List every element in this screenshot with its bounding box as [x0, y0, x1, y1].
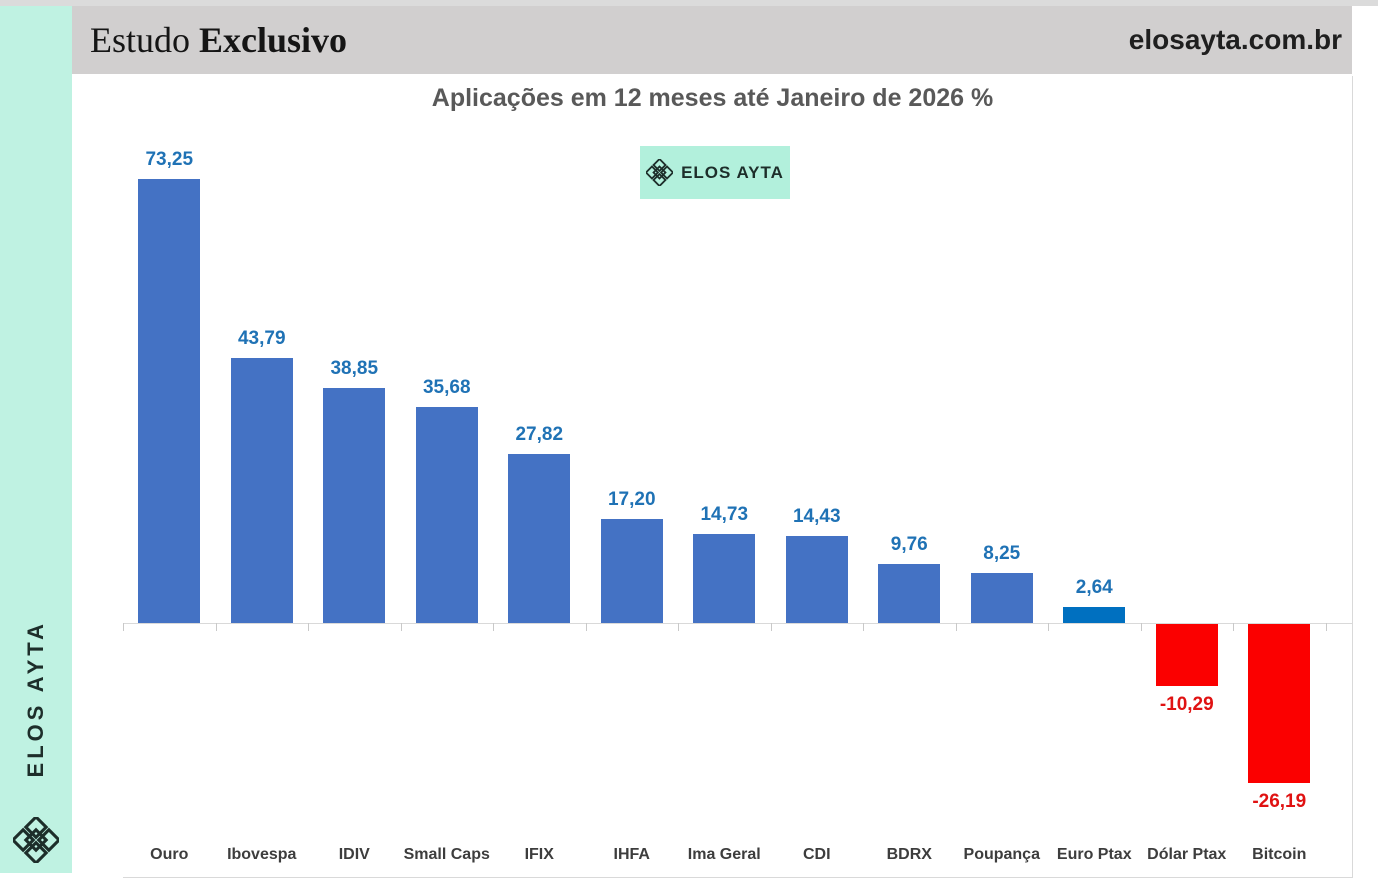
- value-label: -26,19: [1252, 790, 1307, 812]
- value-label: -10,29: [1159, 694, 1214, 716]
- value-label: 9,76: [890, 533, 928, 555]
- bar: [1155, 624, 1218, 687]
- value-label: 43,79: [237, 327, 286, 349]
- value-label: 38,85: [330, 357, 379, 379]
- plot-area: 73,25 Ouro 43,79 Ibovespa 38,85 IDIV 35,68 Smal…: [123, 74, 1353, 880]
- bar: [415, 406, 478, 623]
- bar: [600, 518, 663, 623]
- value-label: 8,25: [983, 543, 1021, 564]
- category-label: Ima Geral: [687, 846, 761, 863]
- bar: [138, 179, 201, 623]
- value-label: 73,25: [145, 149, 194, 171]
- category-label: Ouro: [150, 846, 189, 863]
- axis-tick: [493, 623, 494, 631]
- value-label: 17,20: [607, 488, 656, 510]
- axis-tick: [1048, 623, 1049, 631]
- category-label: IHFA: [613, 846, 650, 863]
- axis-tick: [863, 623, 864, 631]
- category-label: CDI: [802, 846, 831, 863]
- value-label: 2,64: [1075, 577, 1113, 598]
- chart-area: Aplicações em 12 meses até Janeiro de 20…: [72, 74, 1378, 880]
- header-bar: Estudo Exclusivo elosayta.com.br: [72, 6, 1352, 74]
- axis-tick: [955, 623, 957, 631]
- watermark-badge-label: ELOS AYTA: [681, 162, 784, 182]
- bar: [323, 387, 386, 623]
- bar: [230, 357, 293, 623]
- bar: [785, 535, 848, 623]
- axis-tick: [123, 623, 124, 631]
- category-label: BDRX: [886, 846, 932, 863]
- axis-tick: [215, 623, 217, 631]
- chart-title: Aplicações em 12 meses até Janeiro de 20…: [431, 84, 994, 112]
- category-label: Small Caps: [403, 846, 490, 863]
- elos-ayta-lattice-icon: [646, 159, 674, 186]
- elos-ayta-lattice-icon: [13, 817, 59, 863]
- value-label: 14,73: [700, 503, 749, 525]
- chart-right-border: [1352, 76, 1353, 877]
- axis-tick: [1140, 623, 1142, 631]
- top-strip: [0, 0, 1378, 6]
- website-text: elosayta.com.br: [1128, 24, 1342, 55]
- bar: [508, 454, 571, 623]
- axis-tick: [585, 623, 587, 631]
- category-label: Dólar Ptax: [1147, 846, 1227, 863]
- axis-tick: [1233, 623, 1234, 631]
- watermark-badge: ELOS AYTA: [640, 146, 790, 199]
- study-title: Estudo Exclusivo: [90, 19, 347, 61]
- value-label: 14,43: [792, 505, 841, 527]
- category-label: Poupança: [963, 846, 1040, 863]
- x-axis-line: [123, 623, 1353, 624]
- category-label: Euro Ptax: [1056, 846, 1132, 863]
- axis-tick: [1325, 623, 1327, 631]
- axis-tick: [400, 623, 402, 631]
- axis-tick: [678, 623, 679, 631]
- value-label: 27,82: [515, 424, 564, 446]
- axis-tick: [770, 623, 772, 631]
- category-label: Ibovespa: [227, 846, 297, 863]
- bar: [970, 573, 1033, 623]
- bar: [1063, 607, 1126, 623]
- bar: [878, 563, 941, 623]
- category-label: IDIV: [338, 846, 370, 863]
- bar: [693, 533, 756, 623]
- category-label: Bitcoin: [1252, 846, 1307, 863]
- value-label: 35,68: [422, 376, 471, 398]
- axis-tick: [308, 623, 309, 631]
- sidebar-brand-text: ELOS AYTA: [23, 619, 48, 777]
- study-title-regular: Estudo: [90, 20, 191, 60]
- category-label: IFIX: [524, 846, 554, 863]
- sidebar: ELOS AYTA: [0, 6, 72, 873]
- chart-bottom-border: [123, 877, 1353, 878]
- study-title-bold: Exclusivo: [199, 20, 348, 60]
- bar: [1248, 624, 1311, 783]
